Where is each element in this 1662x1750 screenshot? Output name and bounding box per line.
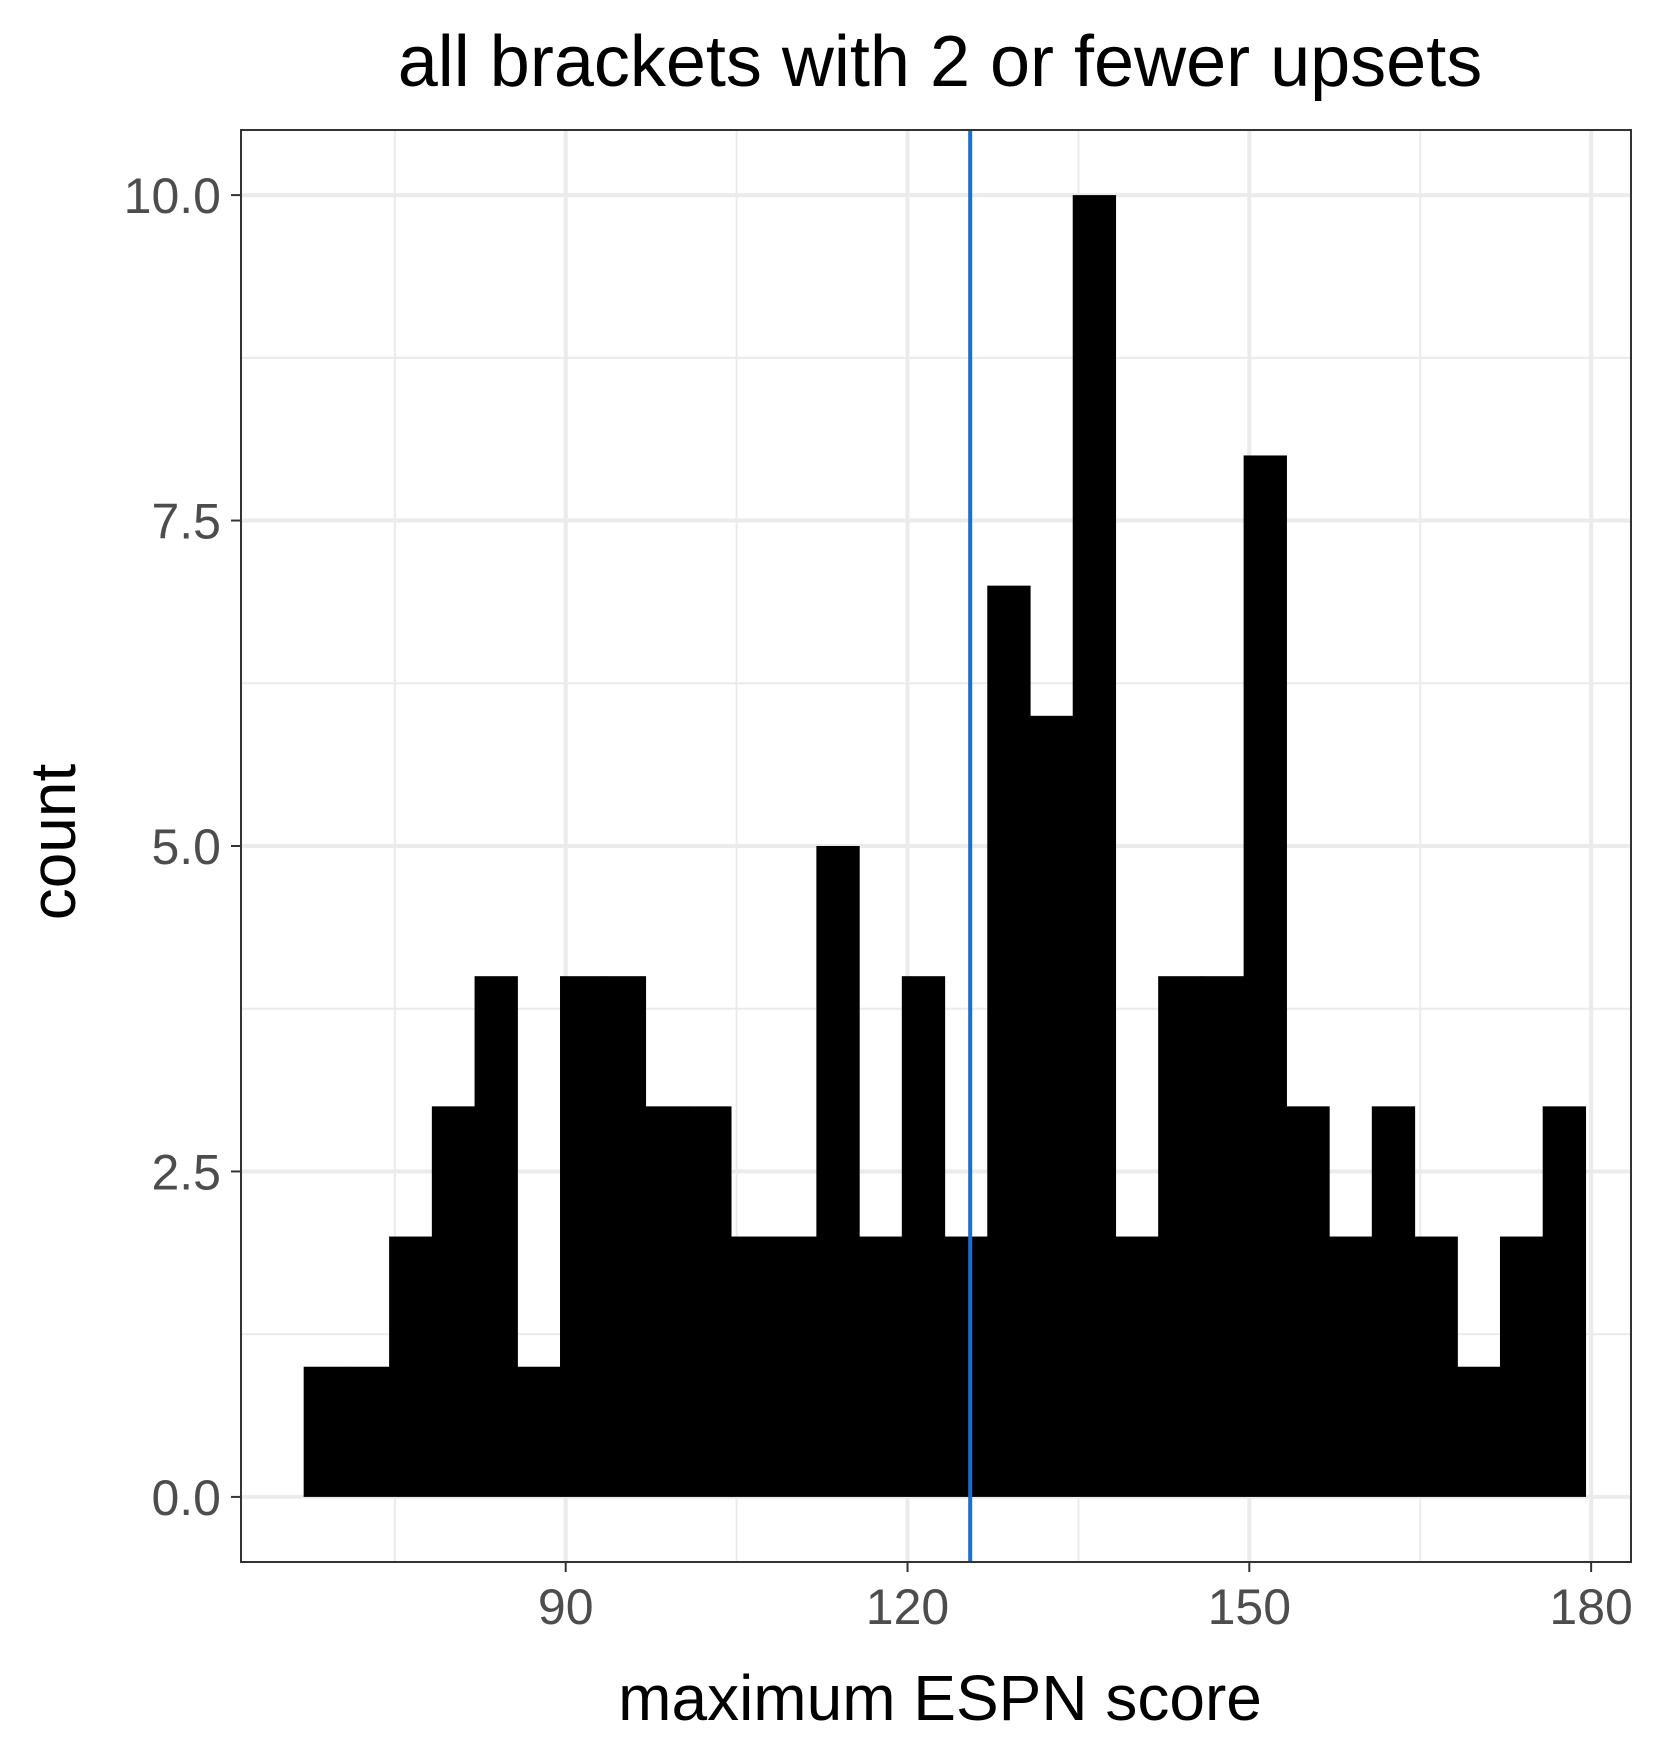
histogram-bar xyxy=(1414,1236,1458,1497)
histogram-bar xyxy=(773,1236,817,1497)
y-tick-label: 2.5 xyxy=(151,1144,221,1200)
histogram-bar xyxy=(303,1366,347,1497)
histogram-bar xyxy=(859,1236,903,1497)
histogram-bar xyxy=(346,1366,390,1497)
histogram-bar xyxy=(1542,1106,1587,1497)
histogram-bar xyxy=(1115,1236,1159,1497)
histogram-bar xyxy=(431,1106,476,1497)
histogram-bar xyxy=(560,976,604,1497)
histogram-bar xyxy=(517,1366,561,1497)
histogram-bar xyxy=(1158,976,1202,1497)
axis-ticks xyxy=(231,194,1593,1572)
histogram-bar xyxy=(1371,1106,1416,1497)
x-tick-label: 90 xyxy=(538,1579,594,1635)
x-axis-tick-labels: 90 120 150 180 xyxy=(538,1579,1633,1635)
histogram-bar xyxy=(1072,195,1117,1497)
histogram-bar xyxy=(602,976,647,1497)
histogram-bar xyxy=(645,1106,689,1497)
histogram-bar xyxy=(1329,1236,1373,1497)
y-tick-label: 10.0 xyxy=(124,168,221,224)
histogram-bar xyxy=(730,1236,775,1497)
x-tick-label: 150 xyxy=(1208,1579,1291,1635)
x-tick-label: 180 xyxy=(1549,1579,1632,1635)
histogram-bar xyxy=(389,1236,433,1497)
x-axis-title: maximum ESPN score xyxy=(618,1662,1262,1734)
histogram-bar xyxy=(987,585,1031,1497)
histogram-bar xyxy=(1200,976,1245,1497)
y-axis-tick-labels: 0.0 2.5 5.0 7.5 10.0 xyxy=(124,168,221,1526)
histogram-bar xyxy=(944,1236,988,1497)
histogram-bar xyxy=(1029,715,1074,1497)
histogram-bar xyxy=(901,976,946,1497)
histogram-bar xyxy=(816,846,860,1497)
histogram-bar xyxy=(1243,455,1287,1497)
histogram-bar xyxy=(1457,1366,1501,1497)
histogram-bar xyxy=(1499,1236,1544,1497)
x-tick-label: 120 xyxy=(866,1579,949,1635)
histogram-bar xyxy=(1286,1106,1330,1497)
histogram-bars xyxy=(303,195,1587,1497)
chart-title: all brackets with 2 or fewer upsets xyxy=(398,22,1482,102)
y-tick-label: 5.0 xyxy=(151,819,221,875)
y-axis-title: count xyxy=(17,764,89,921)
y-tick-label: 0.0 xyxy=(151,1470,221,1526)
histogram-bar xyxy=(688,1106,732,1497)
histogram-bar xyxy=(474,976,518,1497)
y-tick-label: 7.5 xyxy=(151,494,221,550)
